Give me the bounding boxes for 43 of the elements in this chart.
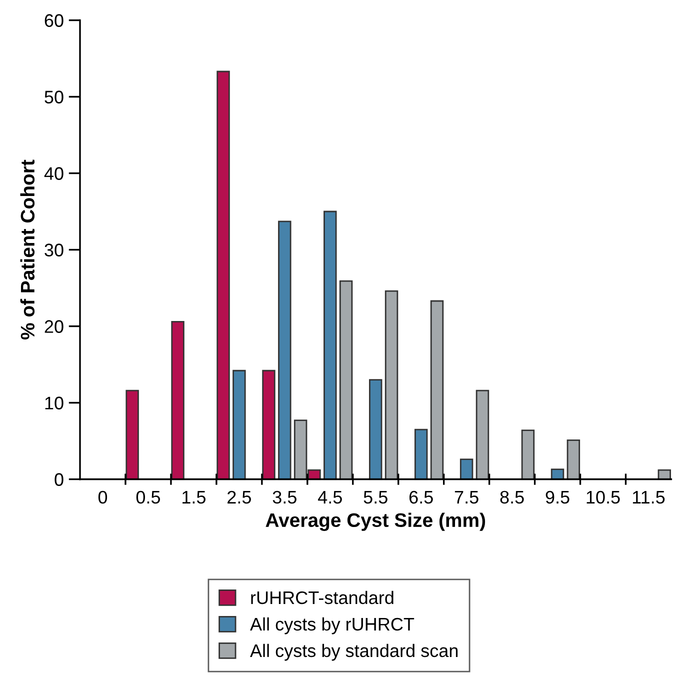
y-tick-label: 0 [54, 473, 64, 486]
y-axis-title: % of Patient Cohort [20, 160, 35, 340]
bar [262, 370, 276, 480]
legend-label: rUHRCT-standard [251, 590, 394, 604]
x-tick-label: 7.5 [454, 491, 478, 504]
bar [566, 440, 580, 480]
bar [171, 320, 184, 480]
bar [339, 280, 353, 480]
bar [126, 390, 139, 480]
bar [658, 469, 672, 480]
y-tick-label: 20 [44, 320, 64, 333]
bar [384, 290, 398, 480]
bar [278, 220, 292, 480]
bar [324, 210, 337, 480]
bar [216, 70, 230, 480]
x-axis-title: Average Cyst Size (mm) [266, 512, 486, 531]
bar [521, 430, 535, 480]
bar [430, 300, 444, 480]
x-tick-label: 0.5 [136, 490, 160, 504]
bar [476, 390, 490, 480]
legend-label: All cysts by standard scan [250, 644, 458, 661]
y-tick-label: 40 [44, 167, 64, 180]
y-tick-label: 50 [44, 90, 64, 104]
y-tick-label: 30 [44, 244, 64, 256]
x-tick-label: 1.5 [182, 491, 206, 504]
x-tick-label: 8.5 [500, 490, 524, 504]
y-tick-label: 60 [44, 14, 64, 27]
bar [369, 379, 382, 480]
x-tick-label: 4.5 [318, 491, 342, 504]
x-tick-label: 11.5 [632, 491, 665, 504]
y-tick-label: 10 [45, 396, 64, 410]
bar [414, 428, 428, 480]
x-tick-label: 3.5 [272, 490, 296, 504]
legend-label: All cysts by rUHRCT [250, 617, 414, 634]
x-tick-label: 5.5 [364, 491, 388, 504]
bar [232, 370, 246, 480]
bar [460, 458, 474, 480]
x-tick-label: 9.5 [546, 490, 570, 504]
x-tick-label: 0 [98, 490, 108, 504]
bar [550, 468, 564, 480]
x-tick-label: 6.5 [409, 490, 433, 504]
x-tick-label: 2.5 [228, 490, 251, 504]
x-tick-label: 10.5 [586, 490, 620, 504]
